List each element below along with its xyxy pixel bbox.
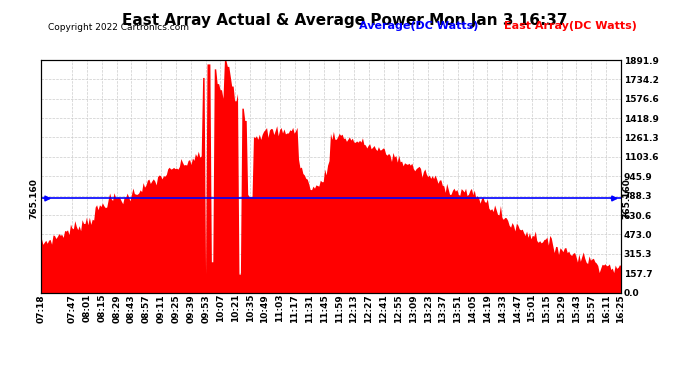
Text: Average(DC Watts): Average(DC Watts) xyxy=(359,21,478,31)
Text: East Array Actual & Average Power Mon Jan 3 16:37: East Array Actual & Average Power Mon Ja… xyxy=(122,13,568,28)
Text: 765.160: 765.160 xyxy=(30,178,39,219)
Text: Copyright 2022 Cartronics.com: Copyright 2022 Cartronics.com xyxy=(48,22,189,32)
Text: 765.160: 765.160 xyxy=(622,178,631,219)
Text: East Array(DC Watts): East Array(DC Watts) xyxy=(504,21,637,31)
